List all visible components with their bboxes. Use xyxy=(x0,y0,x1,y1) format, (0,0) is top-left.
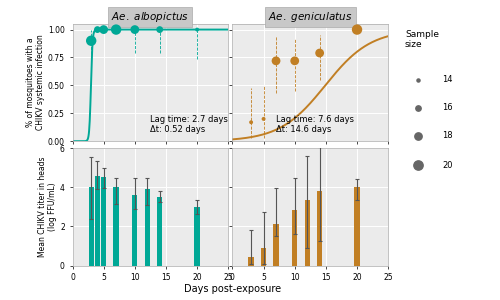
Bar xyxy=(354,187,360,266)
Text: 16: 16 xyxy=(442,103,452,112)
Point xyxy=(156,27,164,32)
Point xyxy=(87,38,95,43)
Text: Lag time: 2.7 days
Δt: 0.52 days: Lag time: 2.7 days Δt: 0.52 days xyxy=(150,115,228,134)
Y-axis label: Mean CHIKV titer in heads
(log FFU/mL): Mean CHIKV titer in heads (log FFU/mL) xyxy=(38,157,57,257)
Bar xyxy=(304,200,310,266)
Bar xyxy=(261,248,266,266)
Y-axis label: % of mosquitoes with a
CHIKV systemic infection: % of mosquitoes with a CHIKV systemic in… xyxy=(26,35,45,130)
Bar xyxy=(132,195,138,266)
Bar xyxy=(274,224,278,266)
Bar xyxy=(157,197,162,266)
Title: $\it{Ae.\ albopictus}$: $\it{Ae.\ albopictus}$ xyxy=(112,10,190,24)
Bar xyxy=(317,191,322,266)
Point xyxy=(247,120,255,125)
Bar xyxy=(101,177,106,266)
Point xyxy=(353,27,361,32)
Text: Days post-exposure: Days post-exposure xyxy=(184,284,281,294)
Text: Sample
size: Sample size xyxy=(405,30,439,50)
Text: 20: 20 xyxy=(442,161,452,170)
Bar xyxy=(88,187,94,266)
Text: 18: 18 xyxy=(442,131,452,140)
Point xyxy=(193,27,201,32)
Title: $\it{Ae.\ geniculatus}$: $\it{Ae.\ geniculatus}$ xyxy=(268,10,352,24)
Point xyxy=(94,27,102,32)
Point xyxy=(131,27,139,32)
Point xyxy=(100,27,108,32)
Bar xyxy=(248,257,254,266)
Bar xyxy=(95,176,100,266)
Bar xyxy=(114,187,119,266)
Point xyxy=(272,58,280,63)
Text: 14: 14 xyxy=(442,75,452,84)
Point xyxy=(112,27,120,32)
Point xyxy=(260,116,268,121)
Point xyxy=(290,58,298,63)
Bar xyxy=(144,189,150,266)
Text: Lag time: 7.6 days
Δt: 14.6 days: Lag time: 7.6 days Δt: 14.6 days xyxy=(276,115,354,134)
Bar xyxy=(194,207,200,266)
Bar xyxy=(292,210,298,266)
Point xyxy=(316,51,324,56)
